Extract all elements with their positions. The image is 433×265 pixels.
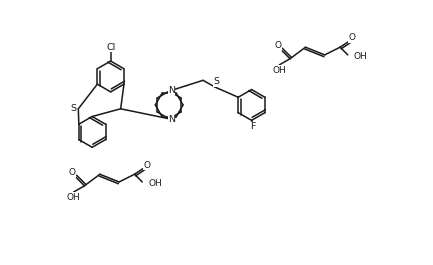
Text: OH: OH: [67, 193, 81, 202]
Text: N: N: [168, 115, 175, 124]
Text: O: O: [349, 33, 356, 42]
Text: O: O: [69, 168, 76, 177]
Text: OH: OH: [354, 52, 368, 61]
Text: O: O: [143, 161, 150, 170]
Text: F: F: [250, 122, 255, 131]
Text: O: O: [274, 41, 281, 50]
Text: OH: OH: [272, 66, 286, 75]
Text: N: N: [168, 86, 175, 95]
Text: Cl: Cl: [106, 43, 115, 52]
Text: OH: OH: [149, 179, 162, 188]
Text: S: S: [213, 77, 219, 86]
Text: S: S: [70, 104, 76, 113]
